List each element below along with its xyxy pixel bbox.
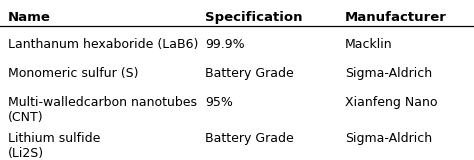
Text: Battery Grade: Battery Grade bbox=[205, 67, 294, 80]
Text: Name: Name bbox=[8, 11, 51, 24]
Text: 99.9%: 99.9% bbox=[205, 38, 245, 51]
Text: Sigma-Aldrich: Sigma-Aldrich bbox=[345, 132, 432, 145]
Text: Monomeric sulfur (S): Monomeric sulfur (S) bbox=[8, 67, 138, 80]
Text: Battery Grade: Battery Grade bbox=[205, 132, 294, 145]
Text: Sigma-Aldrich: Sigma-Aldrich bbox=[345, 67, 432, 80]
Text: (Li2S): (Li2S) bbox=[8, 147, 44, 160]
Text: (CNT): (CNT) bbox=[8, 111, 44, 124]
Text: Lithium sulfide: Lithium sulfide bbox=[8, 132, 100, 145]
Text: Lanthanum hexaboride (LaB6): Lanthanum hexaboride (LaB6) bbox=[8, 38, 199, 51]
Text: 95%: 95% bbox=[205, 96, 233, 109]
Text: Specification: Specification bbox=[205, 11, 302, 24]
Text: Macklin: Macklin bbox=[345, 38, 392, 51]
Text: Manufacturer: Manufacturer bbox=[345, 11, 447, 24]
Text: Xianfeng Nano: Xianfeng Nano bbox=[345, 96, 438, 109]
Text: Multi-walledcarbon nanotubes: Multi-walledcarbon nanotubes bbox=[8, 96, 197, 109]
